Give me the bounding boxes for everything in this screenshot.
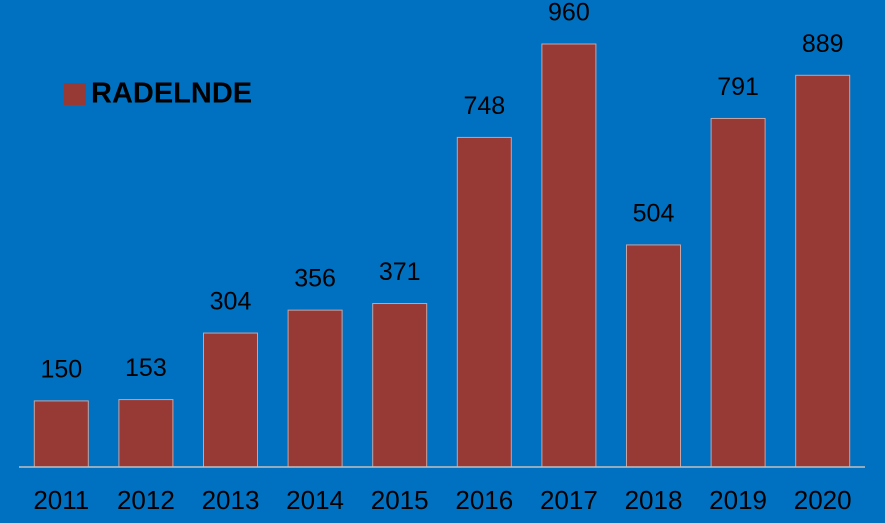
data-label: 504 — [633, 200, 675, 228]
x-tick-label: 2018 — [625, 485, 683, 515]
data-label: 889 — [802, 30, 844, 58]
data-label: 791 — [717, 73, 759, 101]
x-tick-label: 2020 — [794, 485, 852, 515]
bar — [626, 244, 681, 468]
bar — [287, 309, 343, 468]
bar — [541, 43, 597, 468]
x-tick-label: 2014 — [286, 485, 344, 515]
bar — [33, 400, 89, 468]
bar — [456, 136, 512, 468]
x-tick-label: 2016 — [455, 485, 513, 515]
x-tick-label: 2013 — [202, 485, 260, 515]
data-label: 150 — [40, 356, 82, 384]
bar — [203, 332, 258, 468]
x-tick-label: 2019 — [709, 485, 767, 515]
x-tick-label: 2017 — [540, 485, 598, 515]
data-label: 153 — [125, 354, 167, 382]
bar — [795, 74, 851, 468]
bar — [118, 399, 174, 468]
data-label: 960 — [548, 0, 590, 27]
x-tick-label: 2011 — [33, 485, 89, 515]
data-label: 748 — [463, 92, 505, 120]
bar — [710, 117, 766, 468]
x-tick-label: 2012 — [117, 485, 175, 515]
data-label: 371 — [379, 258, 421, 286]
x-tick-label: 2015 — [371, 485, 429, 515]
data-label: 304 — [210, 288, 252, 316]
bar — [372, 303, 428, 468]
legend: RADELNDE — [64, 78, 252, 110]
legend-swatch — [64, 83, 86, 105]
legend-label: RADELNDE — [91, 78, 252, 110]
data-label: 356 — [294, 265, 336, 293]
